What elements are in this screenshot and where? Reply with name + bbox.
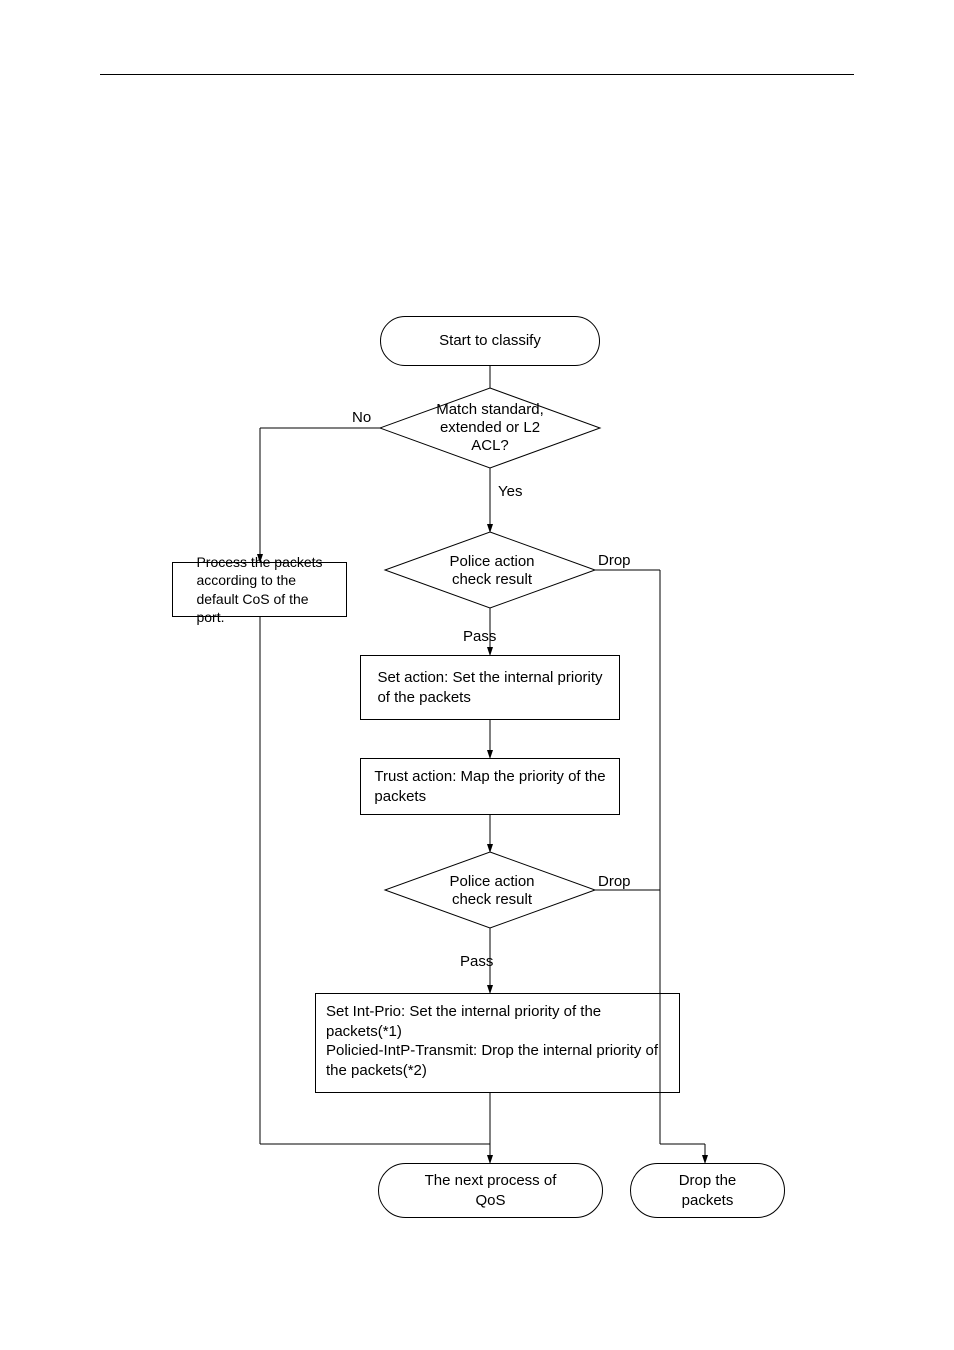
- diamond-police2-text: Police action check result: [427, 873, 557, 909]
- process-untrust-box: Process the packets according to the def…: [172, 562, 347, 617]
- set-action-box: Set action: Set the internal priority of…: [360, 655, 620, 720]
- set-action-label: Set action: Set the internal priority of…: [377, 668, 602, 707]
- page: Start to classify Match standard, extend…: [0, 0, 954, 1350]
- edge-yes-label: Yes: [498, 483, 522, 501]
- end-next-node: The next process of QoS: [378, 1163, 603, 1218]
- trust-action-box: Trust action: Map the priority of the pa…: [360, 758, 620, 815]
- start-node: Start to classify: [380, 316, 600, 366]
- trust-action-label: Trust action: Map the priority of the pa…: [374, 767, 605, 806]
- end-drop-label: Drop the packets: [651, 1171, 764, 1210]
- end-drop-node: Drop the packets: [630, 1163, 785, 1218]
- int-prio-line4: the packets(*2): [326, 1061, 669, 1081]
- diamond-police-text: Police action check result: [427, 553, 557, 589]
- int-prio-line2: packets(*1): [326, 1022, 669, 1042]
- edge-no-label: No: [352, 409, 371, 427]
- edge-pass1-label: Pass: [463, 628, 496, 646]
- int-prio-line1: Set Int-Prio: Set the internal priority …: [326, 1002, 669, 1022]
- diamond-match-text: Match standard, extended or L2 ACL?: [420, 401, 560, 455]
- edge-drop2-label: Drop: [598, 873, 631, 891]
- end-next-label: The next process of QoS: [425, 1171, 557, 1210]
- edge-drop1-label: Drop: [598, 552, 631, 570]
- int-prio-box: Set Int-Prio: Set the internal priority …: [315, 993, 680, 1093]
- int-prio-line3: Policied-IntP-Transmit: Drop the interna…: [326, 1041, 669, 1061]
- start-label: Start to classify: [439, 331, 541, 351]
- edge-pass2-label: Pass: [460, 953, 493, 971]
- process-untrust-label: Process the packets according to the def…: [196, 553, 322, 626]
